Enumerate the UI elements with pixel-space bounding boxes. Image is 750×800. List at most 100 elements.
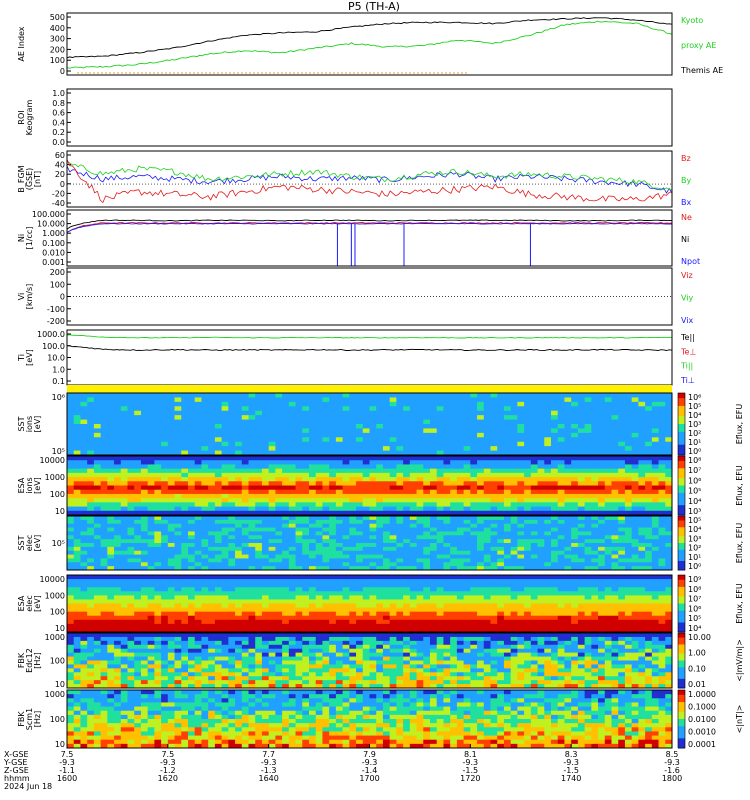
spectrogram-cell [147, 472, 155, 478]
spectrogram-cell [80, 587, 88, 592]
spectrogram-cell [631, 558, 639, 563]
spectrogram-cell [530, 397, 538, 403]
spectrogram-cell [140, 619, 149, 625]
spectrogram-cell [295, 527, 303, 532]
colorbar-swatch [678, 529, 685, 533]
spectrogram-cell [295, 437, 303, 443]
spectrogram-cell [598, 558, 606, 563]
spectrogram-cell [87, 456, 95, 461]
spectrogram-cell [564, 502, 572, 507]
spectrogram-cell [356, 498, 364, 503]
spectrogram-cell [214, 468, 223, 474]
spectrogram-cell [463, 558, 471, 563]
spectrogram-cell [389, 599, 397, 604]
spectrogram-cell [194, 393, 202, 398]
spectrogram-cell [295, 401, 303, 407]
spectrogram-cell [335, 510, 344, 516]
spectrogram-cell [261, 424, 270, 429]
spectrogram-cell [598, 428, 606, 434]
spectrogram-cell [329, 558, 337, 563]
spectrogram-cell [188, 558, 196, 563]
spectrogram-cell [147, 502, 155, 507]
spectrogram-cell [93, 554, 102, 559]
ytick-label: 500 [50, 13, 65, 22]
colorbar-swatch [678, 531, 685, 535]
spectrogram-cell [517, 397, 525, 403]
spectrogram-cell [288, 527, 296, 532]
spectrogram-cell [611, 437, 619, 443]
spectrogram-cell [349, 415, 357, 420]
spectrogram-cell [645, 543, 653, 548]
spectrogram-cell [517, 595, 525, 600]
spectrogram-cell [255, 519, 263, 525]
spectrogram-cell [295, 419, 303, 425]
spectrogram-cell [416, 419, 424, 425]
spectrogram-cell [302, 456, 310, 461]
spectrogram-cell [302, 406, 310, 412]
spectrogram-cell [201, 441, 209, 447]
spectrogram-cell [73, 566, 81, 571]
spectrogram-cell [134, 393, 142, 398]
spectrogram-cell [167, 558, 175, 563]
spectrogram-cell [322, 406, 330, 412]
spectrogram-cell [382, 599, 391, 604]
spectrogram-cell [73, 397, 81, 403]
colorbar-swatch [678, 534, 685, 537]
spectrogram-cell [302, 615, 310, 621]
spectrogram-cell [423, 579, 431, 584]
spectrogram-cell [638, 441, 646, 447]
colorbar-frame [677, 392, 686, 456]
spectrogram-cell [510, 627, 518, 633]
spectrogram-cell [120, 446, 128, 451]
spectrogram-cell [530, 558, 538, 563]
spectrogram-cell [436, 623, 444, 629]
spectrogram-cell [194, 460, 202, 465]
spectrogram-cell [497, 575, 505, 580]
spectrogram-cell [443, 489, 451, 495]
spectrogram-cell [403, 550, 411, 555]
spectrogram-cell [591, 450, 599, 456]
spectrogram-cell [322, 393, 330, 398]
spectrogram-cell [80, 477, 88, 482]
spectrogram-cell [114, 627, 122, 633]
colorbar-swatch [678, 536, 685, 539]
spectrogram-cell [382, 623, 391, 629]
spectrogram-cell [80, 397, 88, 403]
spectrogram-cell [329, 599, 337, 604]
spectrogram-cell [241, 428, 249, 434]
spectrogram-cell [618, 406, 626, 412]
spectrogram-cell [282, 489, 290, 495]
spectrogram-cell [181, 566, 189, 571]
spectrogram-cell [396, 583, 404, 588]
spectrogram-cell [349, 406, 357, 412]
legend-ti: Te|| [680, 333, 695, 342]
spectrogram-cell [87, 554, 95, 559]
spectrogram-cell [80, 450, 88, 456]
spectrogram-cell [295, 531, 303, 536]
spectrogram-cell [503, 611, 512, 617]
spectrogram-cell [618, 539, 626, 544]
spectrogram-cell [477, 519, 485, 525]
spectrogram-cell [309, 464, 317, 470]
spectrogram-cell [100, 481, 108, 486]
spectrogram-cell [477, 527, 485, 532]
spectrogram-cell [248, 472, 256, 478]
spectrogram-cell [282, 502, 290, 507]
spectrogram-cell [517, 464, 525, 470]
spectrogram-cell [228, 428, 236, 434]
spectrogram-cell [470, 531, 478, 536]
spectrogram-cell [598, 523, 606, 528]
spectrogram-cell [591, 477, 599, 482]
spectrogram-cell [396, 535, 404, 540]
spectrogram-cell [631, 502, 639, 507]
spectrogram-cell [483, 502, 491, 507]
spectrogram-cell [362, 502, 370, 507]
spectrogram-cell [645, 481, 653, 486]
spectrogram-cell [214, 575, 223, 580]
spectrogram-cell [140, 493, 149, 499]
spectrogram-cell [140, 603, 149, 608]
spectrogram-cell [295, 432, 303, 438]
spectrogram-cell [349, 583, 357, 588]
spectrogram-cell [114, 543, 122, 548]
spectrogram-cell [120, 550, 128, 555]
